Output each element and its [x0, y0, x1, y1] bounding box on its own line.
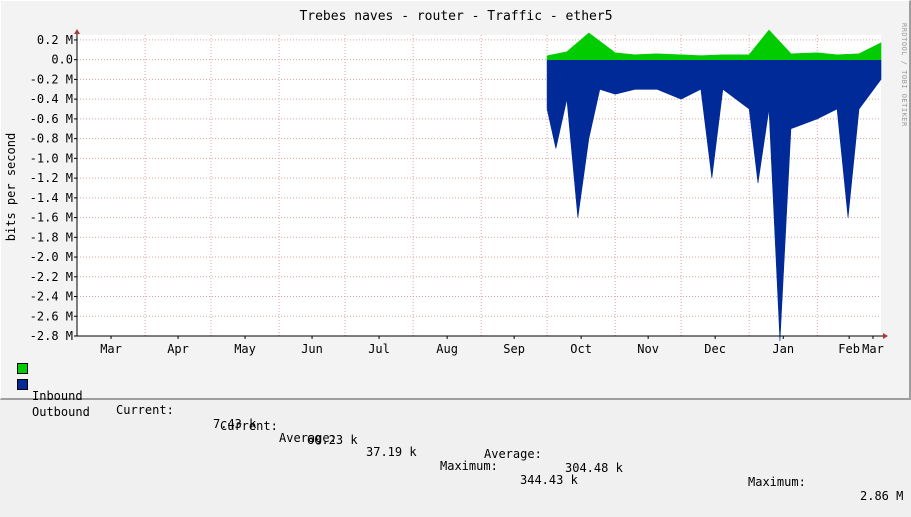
outbound-area	[546, 59, 882, 341]
legend-inbound: Inbound Current: 7.43 k Average: 37.19 k…	[17, 361, 578, 487]
inbound-maximum-label: Maximum:	[440, 459, 498, 473]
y-tick-label: -2.0 M	[30, 250, 73, 264]
inbound-maximum-value: 344.43 k	[520, 473, 578, 487]
inbound-average-value: 37.19 k	[366, 445, 417, 459]
axes	[74, 29, 888, 339]
y-tick-label: -1.8 M	[30, 230, 73, 244]
y-tick-label: -0.6 M	[30, 112, 73, 126]
x-tick-labels: Mar Apr May Jun Jul Aug Sep Oct Nov Dec Jan Feb Mar	[100, 342, 884, 356]
y-tick-label: -0.4 M	[30, 92, 73, 106]
y-tick-label: -1.4 M	[30, 191, 73, 205]
traffic-areas	[546, 29, 882, 341]
y-tick-label: -1.6 M	[30, 211, 73, 225]
outbound-name: Outbound	[32, 405, 90, 419]
outbound-average-label: Average:	[484, 447, 542, 461]
x-tick-label: Sep	[503, 342, 525, 356]
x-tick-label: Feb	[838, 342, 860, 356]
y-tick-label: 0.0	[51, 53, 73, 67]
outbound-average-value: 304.48 k	[565, 461, 623, 475]
outbound-swatch	[17, 379, 28, 390]
x-tick-label: Dec	[704, 342, 726, 356]
y-tick-label: -2.6 M	[30, 309, 73, 323]
outbound-maximum-label: Maximum:	[748, 475, 806, 489]
y-tick-label: -2.8 M	[30, 329, 73, 343]
y-tick-label: -2.4 M	[30, 290, 73, 304]
x-axis-arrow	[883, 333, 888, 339]
x-tick-label: Jun	[301, 342, 323, 356]
graph-frame: Trebes naves - router - Traffic - ether5…	[0, 0, 911, 503]
y-tick-label: -0.8 M	[30, 132, 73, 146]
inbound-area	[546, 29, 882, 60]
x-tick-label: Mar	[100, 342, 122, 356]
chart-title: Trebes naves - router - Traffic - ether5	[299, 9, 612, 24]
y-tick-labels: 0.2 M 0.0 -0.2 M -0.4 M -0.6 M -0.8 M -1.0 M -1…	[30, 33, 73, 343]
x-tick-label: Apr	[167, 342, 189, 356]
outbound-current-value: 60.23 k	[307, 433, 358, 447]
y-tick-label: -0.2 M	[30, 72, 73, 86]
y-axis-arrow	[74, 29, 80, 34]
outbound-current-label: Current:	[220, 419, 278, 433]
y-axis-label: bits per second	[4, 133, 18, 241]
x-tick-label: Nov	[637, 342, 659, 356]
x-tick-label: Mar	[862, 342, 884, 356]
x-tick-label: Jan	[772, 342, 794, 356]
outbound-maximum-value: 2.86 M	[860, 489, 904, 503]
y-tick-label: -2.2 M	[30, 270, 73, 284]
traffic-chart: Trebes naves - router - Traffic - ether5…	[4, 9, 908, 356]
inbound-swatch	[17, 363, 28, 374]
y-tick-label: -1.0 M	[30, 151, 73, 165]
y-tick-label: 0.2 M	[37, 33, 73, 47]
rrdtool-watermark: RRDTOOL / TOBI OETIKER	[900, 23, 908, 127]
x-tick-label: Jul	[368, 342, 390, 356]
inbound-current-label: Current:	[116, 403, 174, 417]
x-tick-label: Oct	[570, 342, 592, 356]
legend-outbound: Outbound Current: 60.23 k Average: 304.4…	[17, 377, 903, 503]
x-tick-label: May	[234, 342, 256, 356]
y-tick-label: -1.2 M	[30, 171, 73, 185]
x-tick-label: Aug	[436, 342, 458, 356]
